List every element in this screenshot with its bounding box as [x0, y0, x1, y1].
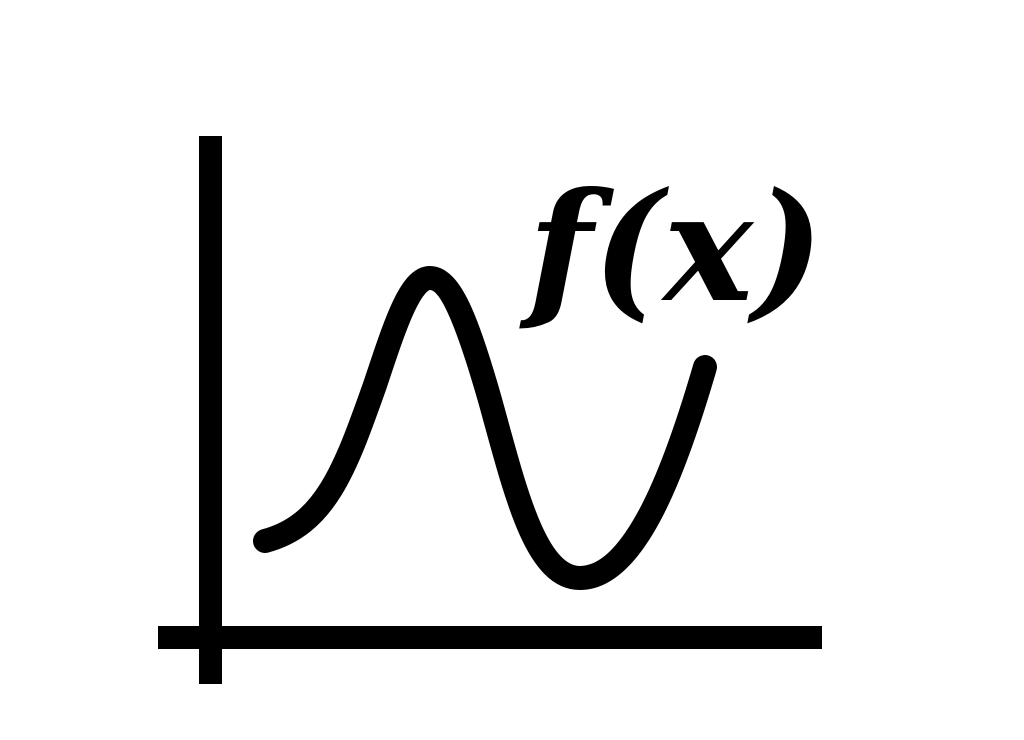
- x-axis: [158, 626, 822, 649]
- function-label: f(x): [519, 160, 824, 336]
- y-axis: [199, 136, 222, 684]
- function-curve: [253, 266, 717, 590]
